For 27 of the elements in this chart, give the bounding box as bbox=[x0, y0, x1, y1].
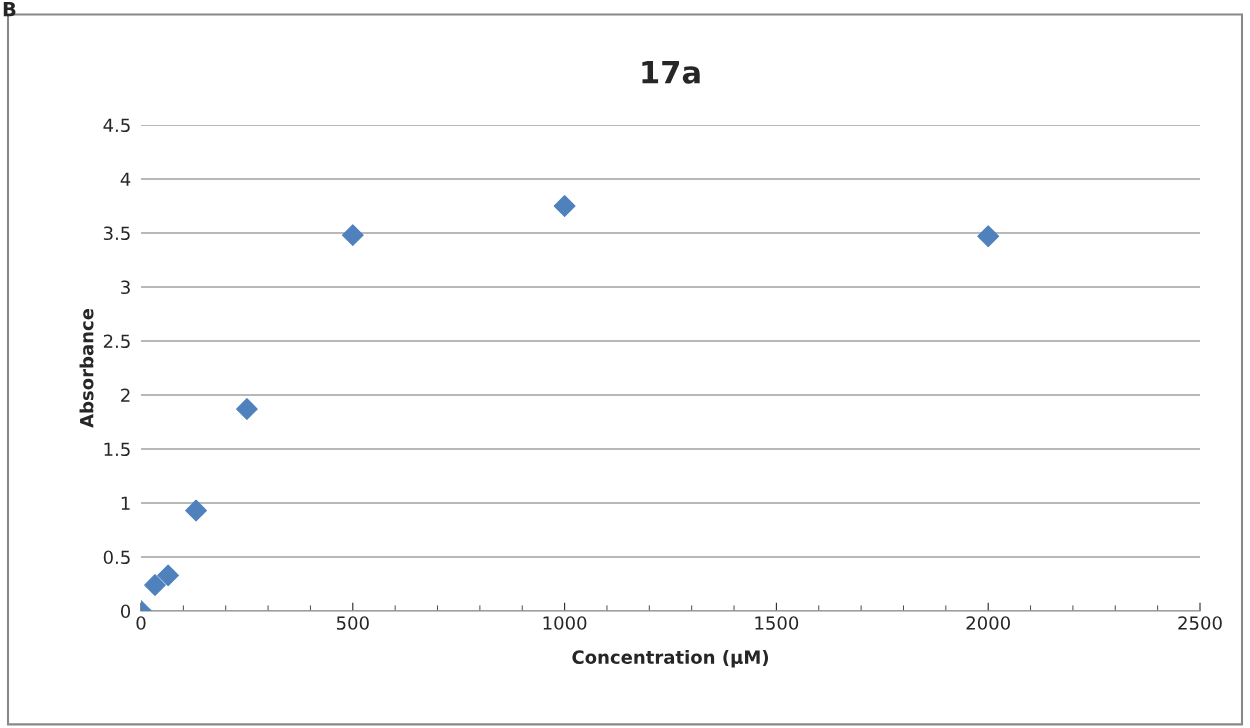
y-tick-label: 2 bbox=[121, 388, 130, 402]
y-tick-label: 0.5 bbox=[103, 550, 130, 565]
y-tick-label: 3.5 bbox=[103, 226, 130, 241]
y-tick-label: 1 bbox=[121, 496, 130, 510]
y-tick-label: 4.5 bbox=[103, 118, 130, 133]
point bbox=[144, 574, 166, 596]
point bbox=[553, 195, 576, 217]
point bbox=[977, 225, 1000, 248]
point bbox=[236, 398, 258, 420]
chart-title: 17a bbox=[642, 61, 700, 84]
x-tick-label: 0 bbox=[136, 616, 146, 630]
x-tick-label: 2000 bbox=[966, 616, 1010, 630]
y-axis-title: Absorbance bbox=[79, 308, 94, 428]
x-tick-label: 1500 bbox=[755, 616, 799, 630]
y-tick-label: 3 bbox=[121, 280, 130, 295]
y-tick-label: 2.5 bbox=[103, 334, 130, 349]
point bbox=[185, 499, 207, 522]
x-tick-label: 1000 bbox=[543, 616, 587, 630]
y-tick-label: 1.5 bbox=[104, 442, 130, 457]
y-tick-label: 0 bbox=[120, 604, 131, 619]
point bbox=[157, 564, 179, 587]
y-tick-label: 4 bbox=[120, 172, 131, 186]
text: B bbox=[3, 2, 16, 17]
point bbox=[341, 224, 364, 247]
x-axis-title: Concentration (µM) bbox=[572, 650, 769, 668]
x-tick-label: 500 bbox=[336, 616, 369, 630]
x-tick-label: 2500 bbox=[1178, 616, 1222, 630]
